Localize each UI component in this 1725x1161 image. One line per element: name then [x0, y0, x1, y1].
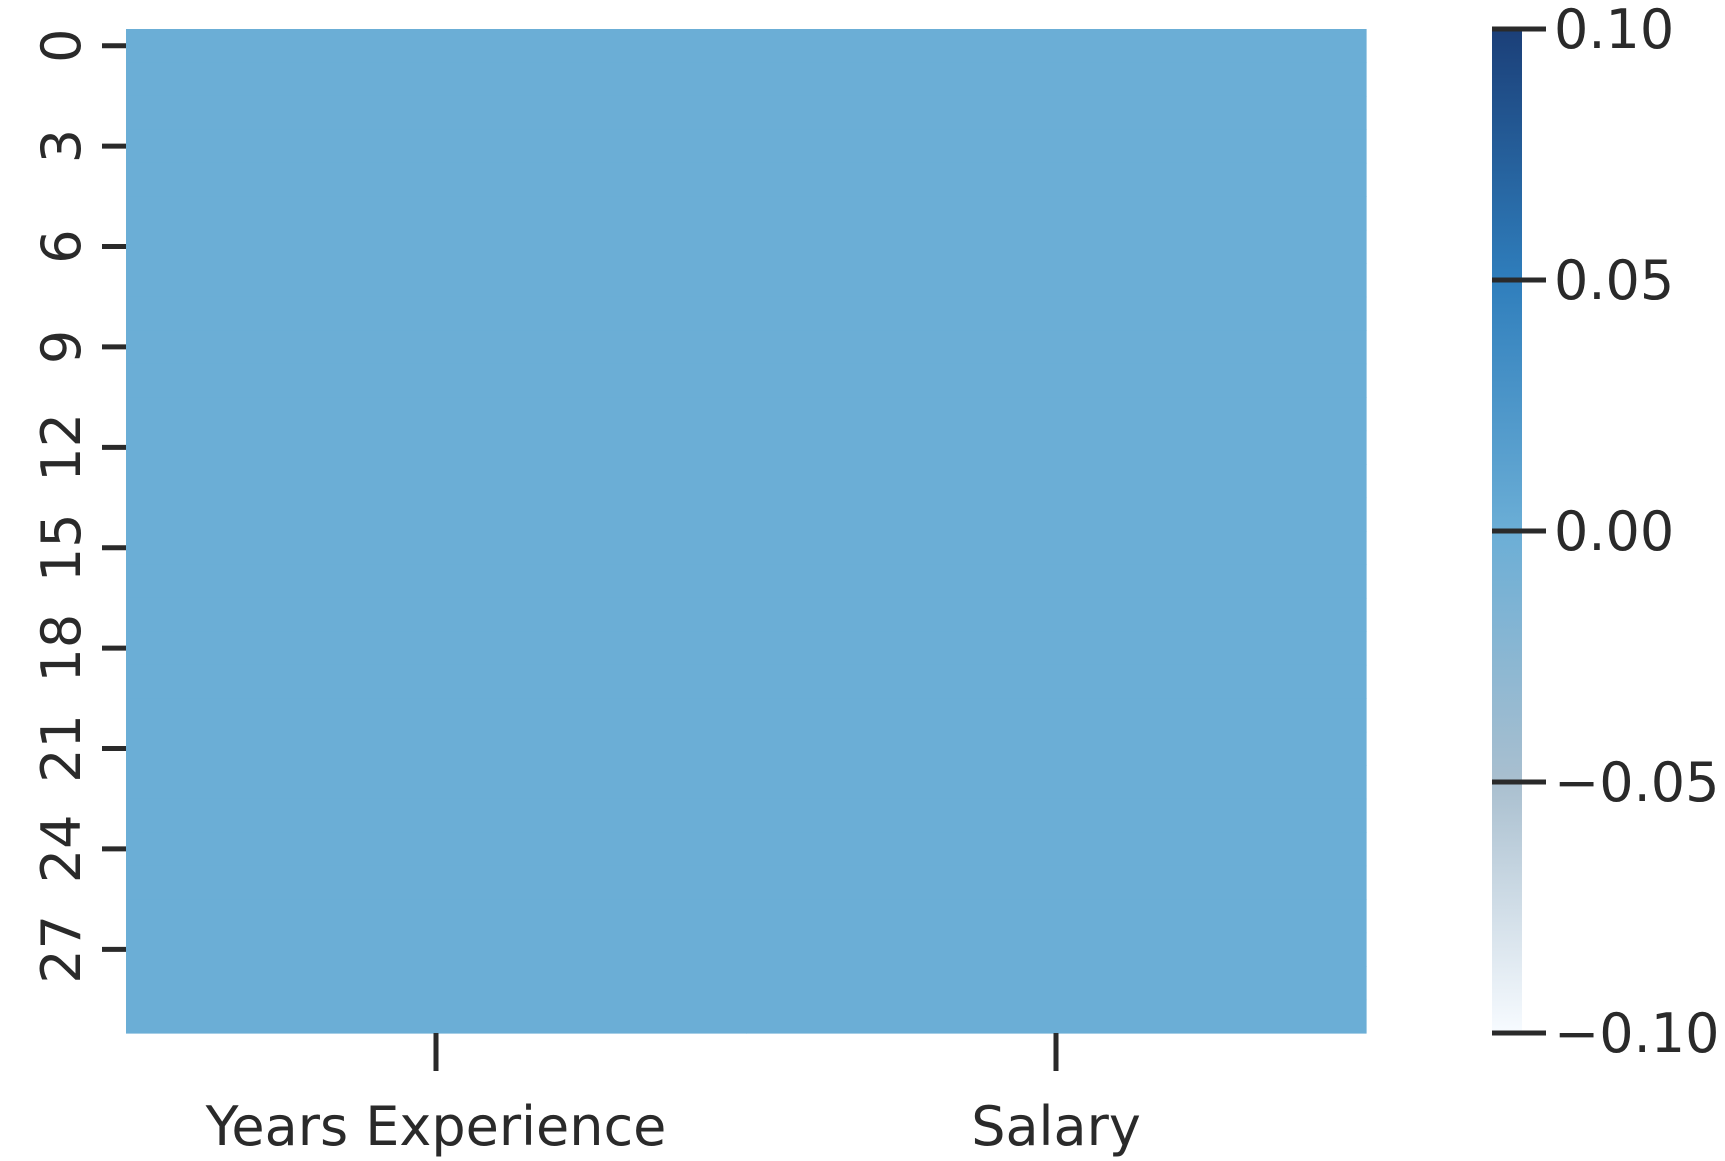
x-tick-label: Salary — [971, 1095, 1141, 1158]
heatmap-cell — [126, 664, 747, 699]
heatmap-cell — [746, 330, 1367, 365]
heatmap-cell — [126, 832, 747, 867]
colorbar-tick-label: −0.05 — [1554, 751, 1719, 814]
y-tick-label: 24 — [30, 815, 93, 884]
heatmap-cell — [746, 229, 1367, 264]
heatmap-cell — [126, 397, 747, 432]
y-tick-label: 12 — [30, 413, 93, 482]
heatmap-cell — [746, 129, 1367, 164]
heatmap-cell — [746, 397, 1367, 432]
heatmap-cell — [746, 999, 1367, 1034]
heatmap-cell — [126, 95, 747, 130]
heatmap-cell — [126, 999, 747, 1034]
heatmap-cell — [746, 162, 1367, 197]
heatmap-cell — [126, 966, 747, 1001]
heatmap-cell — [126, 798, 747, 833]
heatmap-cell — [126, 129, 747, 164]
heatmap-cell — [126, 162, 747, 197]
heatmap-cell — [126, 698, 747, 733]
y-tick-label: 0 — [30, 29, 93, 63]
heatmap-cell — [746, 564, 1367, 599]
heatmap-cell — [126, 765, 747, 800]
heatmap-cell — [746, 865, 1367, 900]
heatmap-cell — [746, 296, 1367, 331]
heatmap-cells — [126, 29, 1367, 1034]
heatmap-cell — [126, 865, 747, 900]
heatmap-cell — [126, 263, 747, 298]
heatmap-cell — [746, 731, 1367, 766]
colorbar-tick-label: 0.10 — [1554, 0, 1674, 61]
heatmap-cell — [746, 798, 1367, 833]
heatmap-cell — [746, 631, 1367, 666]
y-tick-label: 9 — [30, 330, 93, 364]
colorbar-ticks: 0.10 0.05 0.00 −0.05 −0.10 — [1492, 0, 1719, 1065]
heatmap-cell — [746, 531, 1367, 566]
x-tick-label: Years Experience — [205, 1095, 667, 1158]
heatmap-cell — [746, 464, 1367, 499]
heatmap-cell — [126, 229, 747, 264]
heatmap-cell — [746, 29, 1367, 64]
heatmap-cell — [126, 597, 747, 632]
heatmap-cell — [746, 698, 1367, 733]
heatmap-cell — [126, 196, 747, 231]
heatmap-cell — [126, 29, 747, 64]
heatmap-cell — [746, 263, 1367, 298]
y-axis-ticks: 0 3 6 9 12 15 18 21 24 27 — [30, 29, 126, 984]
colorbar-tick-label: 0.05 — [1554, 249, 1674, 312]
heatmap-cell — [126, 731, 747, 766]
heatmap-cell — [746, 597, 1367, 632]
heatmap-cell — [126, 564, 747, 599]
heatmap-cell — [126, 430, 747, 465]
y-tick-label: 3 — [30, 129, 93, 163]
heatmap-cell — [126, 296, 747, 331]
heatmap-cell — [746, 832, 1367, 867]
heatmap-cell — [126, 531, 747, 566]
y-tick-label: 6 — [30, 229, 93, 263]
y-tick-label: 15 — [30, 513, 93, 582]
heatmap-cell — [746, 196, 1367, 231]
x-axis-ticks: Years Experience Salary — [205, 1033, 1141, 1158]
heatmap-cell — [126, 631, 747, 666]
heatmap-cell — [746, 62, 1367, 97]
heatmap-cell — [746, 497, 1367, 532]
heatmap-cell — [126, 497, 747, 532]
heatmap-cell — [746, 95, 1367, 130]
heatmap-cell — [126, 464, 747, 499]
heatmap-cell — [746, 430, 1367, 465]
y-tick-label: 18 — [30, 614, 93, 683]
heatmap-cell — [746, 664, 1367, 699]
heatmap-cell — [126, 899, 747, 934]
heatmap-cell — [746, 899, 1367, 934]
heatmap-cell — [126, 363, 747, 398]
heatmap-cell — [126, 330, 747, 365]
heatmap-cell — [126, 62, 747, 97]
colorbar-tick-label: −0.10 — [1554, 1002, 1719, 1065]
heatmap-cell — [126, 932, 747, 967]
colorbar-tick-label: 0.00 — [1554, 500, 1674, 563]
heatmap-cell — [746, 932, 1367, 967]
heatmap-cell — [746, 765, 1367, 800]
y-tick-label: 27 — [30, 915, 93, 984]
heatmap-cell — [746, 363, 1367, 398]
y-tick-label: 21 — [30, 714, 93, 783]
heatmap-cell — [746, 966, 1367, 1001]
